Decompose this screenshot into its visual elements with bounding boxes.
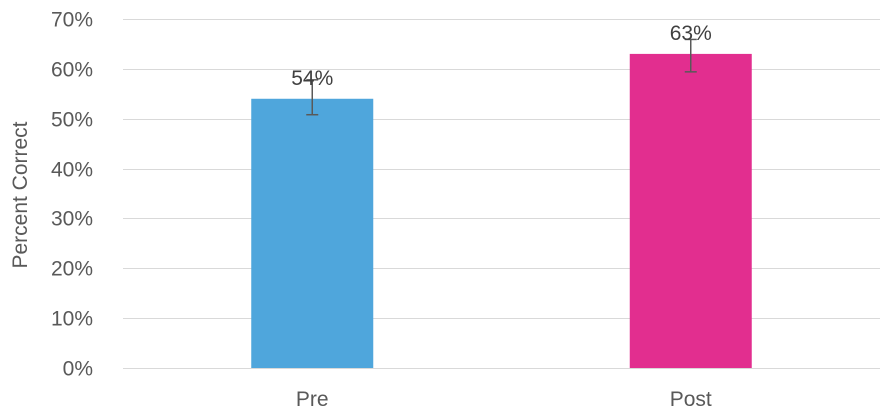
data-labels: 54% 63% xyxy=(291,22,712,90)
y-tick-label: 30% xyxy=(51,208,93,231)
data-label-pre: 54% xyxy=(291,67,333,90)
bar-post xyxy=(629,53,752,369)
x-axis-ticks: Pre Post xyxy=(296,388,712,411)
y-tick-label: 70% xyxy=(51,9,93,32)
x-tick-label: Post xyxy=(670,388,712,411)
bars xyxy=(251,53,752,369)
y-tick-label: 20% xyxy=(51,258,93,281)
data-label-post: 63% xyxy=(670,22,712,45)
y-tick-label: 10% xyxy=(51,308,93,331)
y-axis-ticks: 0% 10% 20% 30% 40% 50% 60% 70% xyxy=(51,9,93,381)
bar-pre xyxy=(251,98,374,369)
error-bars xyxy=(306,38,697,116)
error-bar-pre xyxy=(306,79,319,116)
gridlines xyxy=(123,19,880,369)
y-tick-label: 40% xyxy=(51,159,93,182)
y-tick-label: 50% xyxy=(51,109,93,132)
error-bar-post xyxy=(684,38,697,73)
x-tick-label: Pre xyxy=(296,388,329,411)
y-tick-label: 0% xyxy=(63,358,93,381)
y-tick-label: 60% xyxy=(51,59,93,82)
y-axis-title: Percent Correct xyxy=(9,121,32,268)
